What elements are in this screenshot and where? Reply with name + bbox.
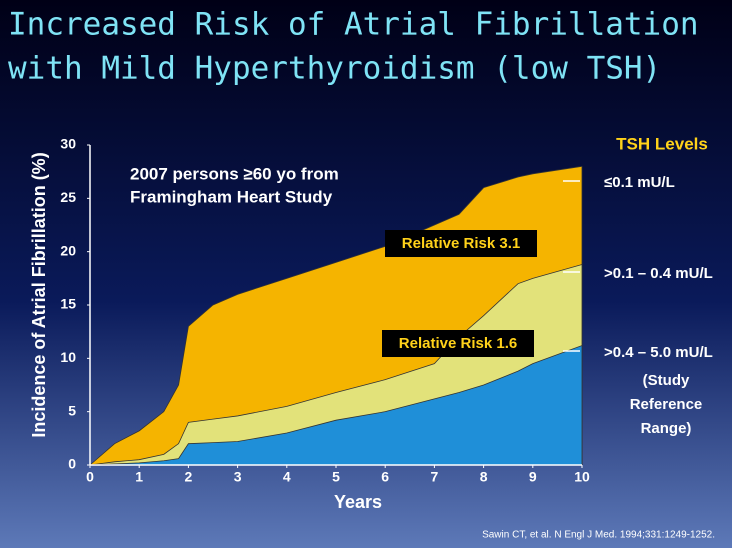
legend-title: TSH Levels — [616, 134, 708, 153]
legend-label: >0.1 – 0.4 mU/L — [604, 265, 713, 282]
area — [89, 344, 583, 466]
source: Sawin CT, et al. N Engl J Med. 1994;331:… — [482, 530, 715, 541]
x-tick-label: 1 — [135, 469, 143, 485]
legend-note: (Study — [643, 372, 690, 389]
y-tick-label: 20 — [60, 242, 76, 258]
annotation: Relative Risk 3.1 — [402, 235, 520, 252]
title-line: Increased Risk of Atrial Fibrillation — [8, 7, 699, 43]
annotation-box — [385, 230, 537, 257]
legend-label: >0.4 – 5.0 mU/L — [604, 344, 713, 361]
x-tick-label: 10 — [574, 469, 590, 485]
x-tick-label: 9 — [529, 469, 537, 485]
x-tick-label: 4 — [283, 469, 291, 485]
y-tick-label: 30 — [60, 136, 76, 152]
legend-label: ≤0.1 mU/L — [604, 174, 675, 191]
y-tick-label: 25 — [60, 189, 76, 205]
x-axis-label: Years — [334, 492, 382, 512]
y-axis-label: Incidence of Atrial Fibrillation (%) — [29, 152, 49, 437]
legend-note: Range) — [641, 420, 692, 437]
x-tick-label: 0 — [86, 469, 94, 485]
x-tick-label: 8 — [480, 469, 488, 485]
x-tick-label: 2 — [185, 469, 193, 485]
x-tick-label: 6 — [381, 469, 389, 485]
y-tick-label: 15 — [60, 296, 76, 312]
annotation-box — [382, 330, 534, 357]
title-line: with Mild Hyperthyroidism (low TSH) — [8, 51, 661, 87]
x-tick-label: 3 — [234, 469, 242, 485]
y-tick-label: 5 — [68, 402, 76, 418]
x-tick-label: 5 — [332, 469, 340, 485]
annotation: Relative Risk 1.6 — [399, 335, 517, 352]
annotation: 2007 persons ≥60 yo from — [130, 164, 339, 183]
y-tick-label: 0 — [68, 456, 76, 472]
x-tick-label: 7 — [431, 469, 439, 485]
annotation: Framingham Heart Study — [130, 187, 333, 206]
legend-note: Reference — [630, 396, 703, 413]
y-tick-label: 10 — [60, 349, 76, 365]
